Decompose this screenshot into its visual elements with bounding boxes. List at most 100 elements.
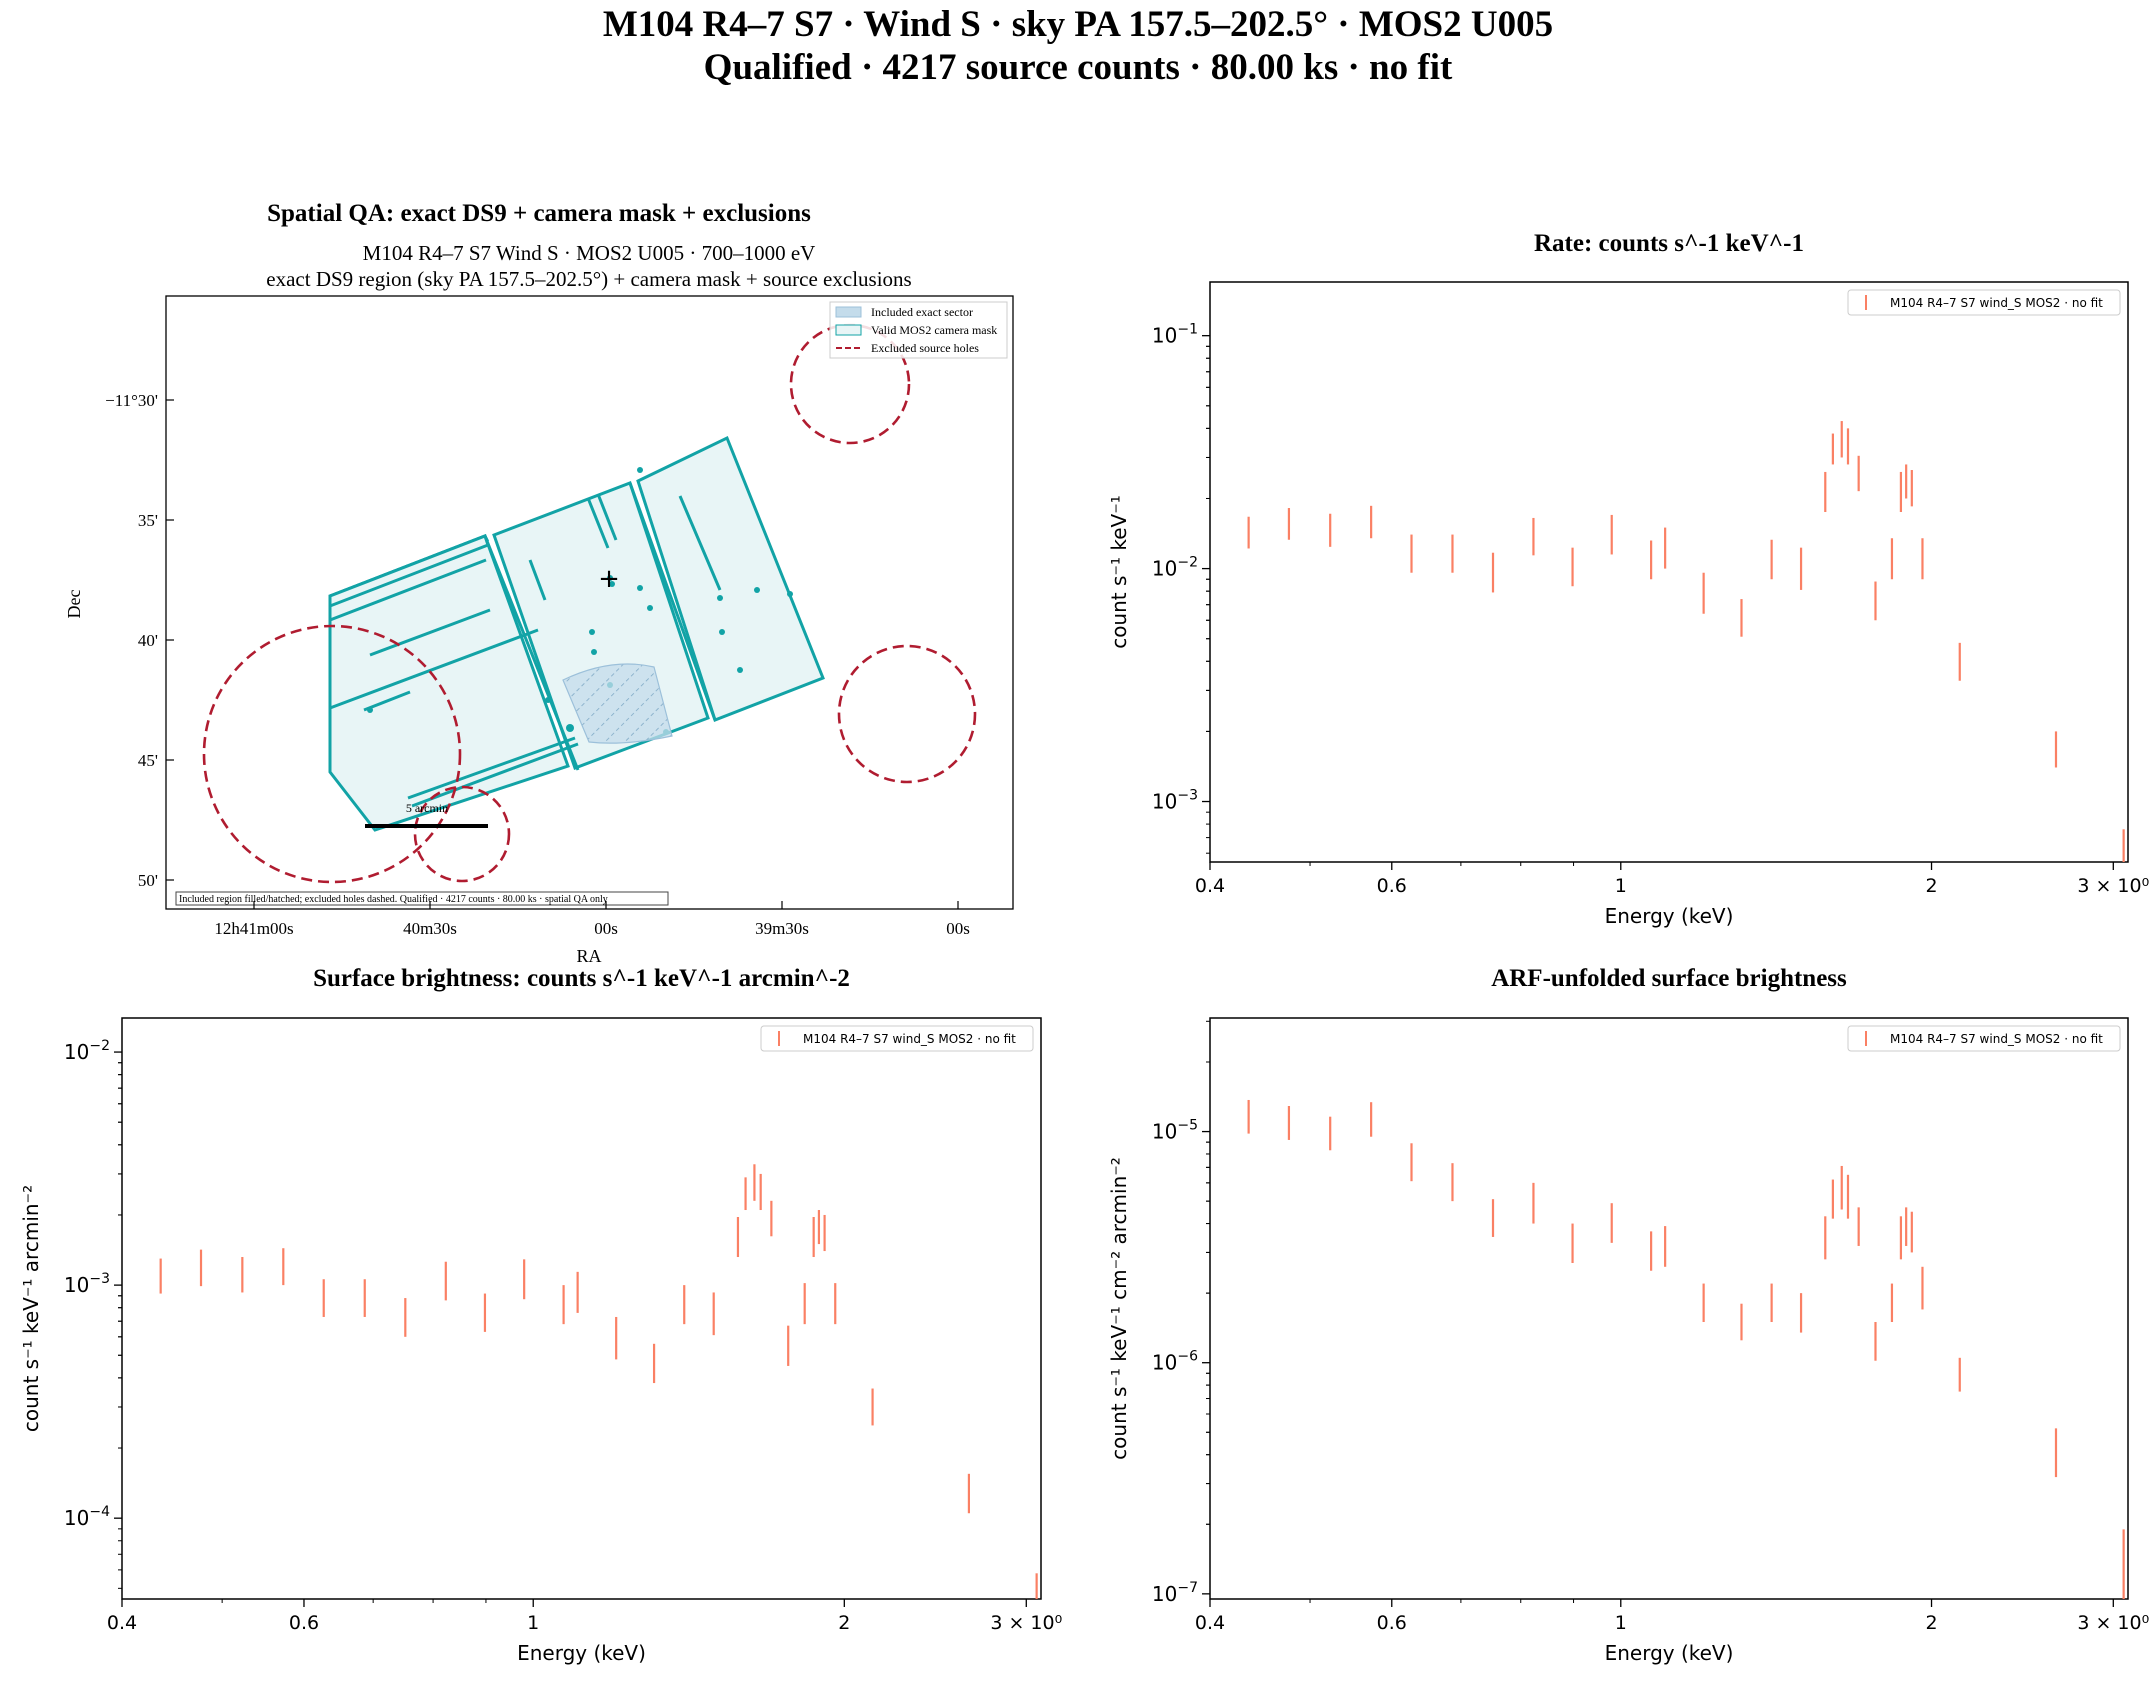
y-tick-exponent: −6 xyxy=(1177,1349,1198,1365)
bad-column-2 xyxy=(596,493,618,541)
legend-label-exclusion: Excluded source holes xyxy=(871,341,979,355)
spectrum-axes-frame xyxy=(1209,1017,2129,1600)
x-axis-label: Energy (keV) xyxy=(1605,904,1734,928)
chip-gap-1 xyxy=(329,558,487,622)
bad-column-5 xyxy=(363,690,411,712)
spatial-xlabel: RA xyxy=(576,946,601,966)
spectrum-title: Surface brightness: counts s^-1 keV^-1 a… xyxy=(313,965,850,992)
included-sector xyxy=(562,663,673,744)
exclusion-hole-4 xyxy=(837,644,977,784)
y-tick-mantissa: 10 xyxy=(1152,1582,1177,1606)
ccd-boundary-1 xyxy=(483,535,580,771)
ccd-boundary-2 xyxy=(628,482,717,721)
x-tick-label: 1 xyxy=(1615,875,1627,897)
legend-swatch-sector xyxy=(835,306,862,318)
spatial-ytick-4: 45' xyxy=(138,751,158,770)
y-tick-label: 10−6 xyxy=(1152,1349,1198,1375)
x-tick-label: 2 xyxy=(1925,1612,1937,1634)
legend-box xyxy=(1847,289,2121,316)
spectrum-axes-frame xyxy=(121,1017,1042,1600)
x-tick-label: 0.4 xyxy=(1195,1612,1225,1634)
chip-gap-2 xyxy=(329,628,539,710)
spectrum-title: Rate: counts s^-1 keV^-1 xyxy=(1534,230,1804,257)
spatial-xtick-1: 12h41m00s xyxy=(214,919,293,938)
x-tick-label: 2 xyxy=(1925,875,1937,897)
spatial-ytick-5: 50' xyxy=(138,871,158,890)
spatial-panel-subtitle-2: exact DS9 region (sky PA 157.5–202.5°) +… xyxy=(266,267,911,291)
x-tick-label: 3 × 10⁰ xyxy=(990,1612,1062,1634)
spectrum-panel-1: Rate: counts s^-1 keV^-1 0.4 0.6 1 2 3 × 10⁰ 1… xyxy=(1107,230,2149,928)
y-tick-exponent: −2 xyxy=(89,1038,110,1054)
spatial-xtick-4: 39m30s xyxy=(755,919,809,938)
spatial-xtick-3: 00s xyxy=(594,919,618,938)
x-tick-label: 3 × 10⁰ xyxy=(2077,875,2149,897)
spatial-ylabel: Dec xyxy=(64,590,84,619)
x-tick-label: 0.4 xyxy=(1195,875,1225,897)
figure-title-line2: Qualified · 4217 source counts · 80.00 k… xyxy=(704,47,1453,88)
x-tick-label: 0.6 xyxy=(289,1612,319,1634)
y-tick-label: 10−7 xyxy=(1152,1580,1198,1606)
camera-mask-details xyxy=(329,482,722,808)
x-tick-label: 0.4 xyxy=(107,1612,137,1634)
y-tick-mantissa: 10 xyxy=(1152,557,1177,581)
bad-column-1 xyxy=(586,497,610,549)
spatial-ytick-1: −11°30' xyxy=(105,391,158,410)
x-tick-label: 2 xyxy=(838,1612,850,1634)
y-axis-label: count s⁻¹ keV⁻¹ xyxy=(1107,495,1131,649)
scale-bar-label: 5 arcmin xyxy=(406,801,448,815)
y-tick-label: 10−4 xyxy=(64,1504,110,1530)
y-tick-exponent: −2 xyxy=(1177,555,1198,571)
spatial-xtick-2: 40m30s xyxy=(403,919,457,938)
y-tick-mantissa: 10 xyxy=(1152,790,1177,814)
legend-box xyxy=(760,1025,1034,1052)
y-tick-exponent: −1 xyxy=(1177,322,1198,338)
spatial-legend: Included exact sector Valid MOS2 camera … xyxy=(829,301,1008,359)
spatial-panel-subtitle-1: M104 R4–7 S7 Wind S · MOS2 U005 · 700–10… xyxy=(363,241,816,265)
legend-label-sector: Included exact sector xyxy=(871,305,973,319)
spectrum-panel-2: Surface brightness: counts s^-1 keV^-1 a… xyxy=(19,965,1062,1665)
y-tick-label: 10−3 xyxy=(64,1271,110,1297)
x-axis-label: Energy (keV) xyxy=(1605,1641,1734,1665)
legend-label: M104 R4–7 S7 wind_S MOS2 · no fit xyxy=(1890,1032,2103,1046)
y-tick-exponent: −4 xyxy=(89,1504,110,1520)
exclusion-hole-2 xyxy=(413,785,511,883)
x-tick-label: 1 xyxy=(1615,1612,1627,1634)
x-tick-label: 3 × 10⁰ xyxy=(2077,1612,2149,1634)
legend-box xyxy=(1847,1025,2121,1052)
aimpoint-marker: + xyxy=(598,564,620,594)
y-tick-exponent: −7 xyxy=(1177,1580,1198,1596)
spatial-y-ticks xyxy=(166,399,174,881)
chip-gap-4 xyxy=(407,736,576,800)
spectrum-panels: Rate: counts s^-1 keV^-1 0.4 0.6 1 2 3 × 10⁰ 1… xyxy=(19,230,2149,1665)
y-tick-mantissa: 10 xyxy=(64,1273,89,1297)
y-tick-mantissa: 10 xyxy=(64,1040,89,1064)
y-axis-label: count s⁻¹ keV⁻¹ arcmin⁻² xyxy=(19,1185,43,1432)
figure-title-line1: M104 R4–7 S7 · Wind S · sky PA 157.5–202… xyxy=(603,4,1553,45)
y-tick-mantissa: 10 xyxy=(1152,1351,1177,1375)
legend-label: M104 R4–7 S7 wind_S MOS2 · no fit xyxy=(1890,296,2103,310)
exclusion-hole-1 xyxy=(202,624,462,884)
y-tick-exponent: −3 xyxy=(1177,788,1198,804)
chip-gap-5 xyxy=(411,742,579,808)
spatial-panel-title: Spatial QA: exact DS9 + camera mask + ex… xyxy=(267,200,811,227)
spatial-x-ticks xyxy=(253,901,959,909)
spatial-ytick-3: 40' xyxy=(138,631,158,650)
y-tick-exponent: −5 xyxy=(1177,1118,1198,1134)
y-tick-mantissa: 10 xyxy=(64,1506,89,1530)
y-axis-label: count s⁻¹ keV⁻¹ cm⁻² arcmin⁻² xyxy=(1107,1157,1131,1460)
x-tick-label: 0.6 xyxy=(1377,1612,1407,1634)
bad-column-4 xyxy=(528,559,547,601)
y-tick-label: 10−1 xyxy=(1152,322,1198,348)
y-tick-label: 10−5 xyxy=(1152,1118,1198,1144)
spatial-ytick-2: 35' xyxy=(138,511,158,530)
y-tick-label: 10−2 xyxy=(64,1038,110,1064)
x-tick-label: 0.6 xyxy=(1377,875,1407,897)
bad-column-3 xyxy=(678,495,722,591)
y-tick-label: 10−2 xyxy=(1152,555,1198,581)
spectrum-axes-frame xyxy=(1209,281,2129,863)
spatial-footer-box xyxy=(175,891,669,906)
x-tick-label: 1 xyxy=(527,1612,539,1634)
spatial-xtick-5: 00s xyxy=(946,919,970,938)
chip-gap-3 xyxy=(369,608,491,657)
